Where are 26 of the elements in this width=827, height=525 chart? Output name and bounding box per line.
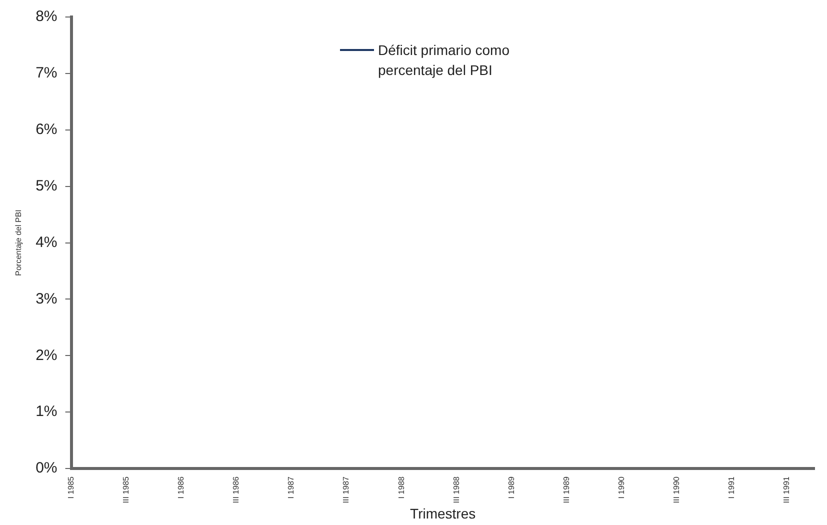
x-tick-label: III 1991 [782,476,792,504]
y-tick-label: 3% [36,290,58,308]
x-tick-label: I 1987 [286,476,296,499]
y-tick-label: 1% [36,403,58,420]
y-tick-label: 5% [36,177,58,194]
x-tick-label: I 1985 [66,476,76,499]
legend-label: Déficit primario como percentaje del PBI [378,41,510,80]
x-tick-label: I 1988 [396,476,406,499]
x-axis-title: Trimestres [410,505,476,522]
x-tick-label: III 1990 [672,476,681,504]
y-tick-label: 4% [36,234,58,251]
x-tick-label: I 1989 [506,476,516,499]
x-tick-label: III 1988 [452,476,461,504]
x-tick-label: I 1991 [727,476,736,499]
y-tick-label: 8% [36,8,58,26]
x-tick-label: I 1986 [176,476,186,499]
x-tick-label: III 1986 [232,476,241,504]
x-tick-label: III 1989 [562,476,571,504]
x-tick-label: I 1990 [616,476,626,499]
y-tick-label: 6% [36,121,58,138]
y-axis-title: Porcentaje del PBI [14,210,24,276]
x-tick-label: III 1987 [342,476,351,504]
y-tick-label: 7% [36,64,58,82]
x-tick-label: III 1985 [122,476,131,504]
y-tick-label: 0% [36,460,58,477]
y-tick-label: 2% [36,346,58,364]
